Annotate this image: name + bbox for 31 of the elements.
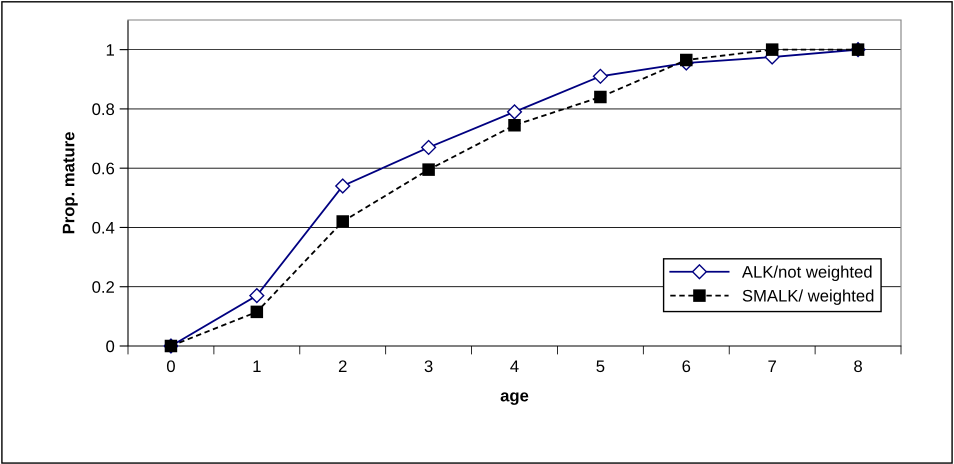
point xyxy=(336,215,349,228)
x-tick-label: 3 xyxy=(424,360,433,372)
x-axis-title: age xyxy=(500,392,528,405)
x-tick-label: 1 xyxy=(253,360,261,372)
x-tick-label: 2 xyxy=(338,360,347,372)
point xyxy=(250,306,264,318)
point xyxy=(422,163,435,176)
x-tick-label: 5 xyxy=(596,360,604,372)
point xyxy=(592,68,608,84)
point xyxy=(594,90,607,104)
legend-label: SMALK/ weighted xyxy=(742,289,874,305)
y-tick-label: 0.6 xyxy=(92,162,114,174)
y-tick-label: 1 xyxy=(106,44,114,56)
x-tick-label: 0 xyxy=(166,360,175,372)
x-tick-label: 4 xyxy=(510,360,519,372)
y-tick-label: 0.2 xyxy=(92,281,114,293)
y-tick-label: 0.4 xyxy=(92,222,114,234)
x-tick-label: 6 xyxy=(682,360,690,372)
point xyxy=(421,140,436,156)
point xyxy=(249,288,264,304)
x-tick-label: 8 xyxy=(854,360,862,372)
point xyxy=(508,118,521,132)
y-tick-label: 0 xyxy=(106,340,114,352)
y-tick-label: 0.8 xyxy=(92,103,114,116)
legend-label: ALK/not weighted xyxy=(742,266,872,282)
point xyxy=(680,54,693,66)
point xyxy=(506,104,522,120)
y-axis-title: Prop. mature xyxy=(62,132,78,234)
x-tick-label: 7 xyxy=(768,360,776,372)
point xyxy=(335,178,350,194)
point xyxy=(766,43,778,56)
